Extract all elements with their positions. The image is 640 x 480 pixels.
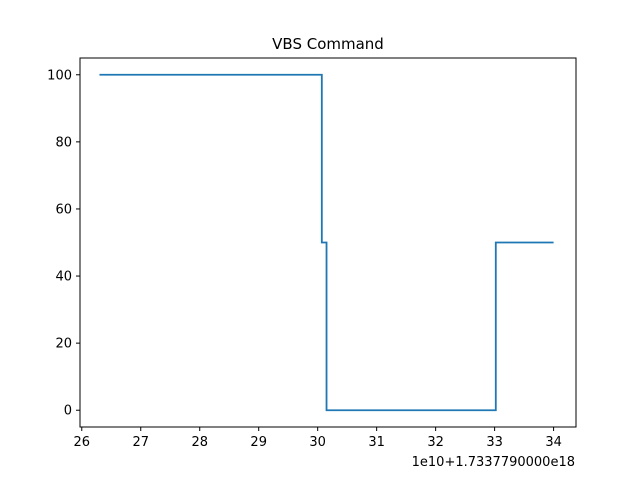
y-tick-label: 100 [47, 68, 72, 83]
y-axis: 0 20 40 60 80 100 [47, 68, 80, 419]
x-axis-offset-label: 1e10+1.7337790000e18 [412, 455, 575, 470]
x-tick-label: 30 [309, 435, 326, 450]
series-layer [99, 73, 554, 412]
x-tick-label: 32 [427, 435, 444, 450]
y-tick-label: 20 [55, 337, 72, 352]
y-tick-label: 60 [55, 202, 72, 217]
x-tick-label: 33 [486, 435, 503, 450]
x-axis: 26 27 28 29 30 31 32 33 34 [73, 427, 562, 450]
x-tick-label: 26 [73, 435, 90, 450]
y-tick-label: 40 [55, 270, 72, 285]
x-tick-label: 29 [250, 435, 267, 450]
x-tick-label: 27 [132, 435, 149, 450]
x-tick-label: 34 [545, 435, 562, 450]
series-line-0 [99, 73, 554, 412]
y-tick-label: 0 [64, 404, 72, 419]
chart-title: VBS Command [272, 35, 384, 53]
y-tick-label: 80 [55, 135, 72, 150]
plot-area-frame [79, 57, 577, 428]
x-tick-label: 28 [191, 435, 208, 450]
x-tick-label: 31 [368, 435, 385, 450]
